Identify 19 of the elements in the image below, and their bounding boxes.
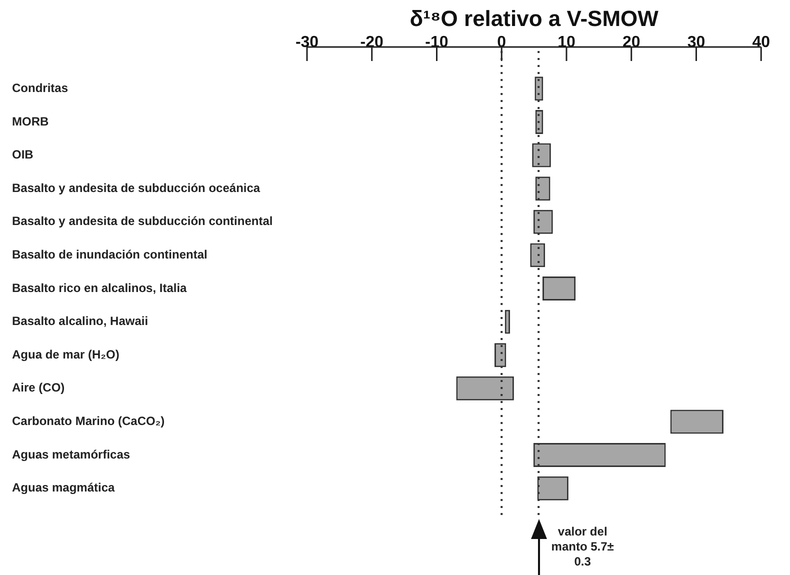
ref-line-label: valor del manto 5.7± 0.3 xyxy=(551,524,614,568)
y-tick-label: Agua de mar (H₂O) xyxy=(12,347,120,362)
y-tick-label: Aire (CO) xyxy=(12,380,65,395)
y-tick-label: Basalto alcalino, Hawaii xyxy=(12,314,148,328)
y-tick-label: Basalto y andesita de subducción continental xyxy=(12,214,273,228)
y-tick-label: Carbonato Marino (CaCO₂) xyxy=(12,414,165,428)
chart-title: δ¹⁸O relativo a V-SMOW xyxy=(410,6,659,32)
y-tick-label: Condritas xyxy=(12,80,68,95)
y-tick-label: Basalto y andesita de subducción oceánica xyxy=(12,180,260,195)
y-tick-label: Aguas magmática xyxy=(12,480,116,495)
y-tick-label: Basalto de inundación continental xyxy=(12,248,208,262)
x-tick-label: 0 xyxy=(497,34,506,51)
x-tick-label: 40 xyxy=(752,34,770,51)
y-tick-label: Aguas metamórficas xyxy=(12,447,130,462)
y-tick-label: Basalto rico en alcalinos, Italia xyxy=(12,280,188,295)
x-tick-label: 30 xyxy=(687,34,706,51)
x-tick-label: -30 xyxy=(295,34,319,51)
y-tick-label: MORB xyxy=(12,114,49,128)
y-tick-label: OIB xyxy=(12,148,34,162)
